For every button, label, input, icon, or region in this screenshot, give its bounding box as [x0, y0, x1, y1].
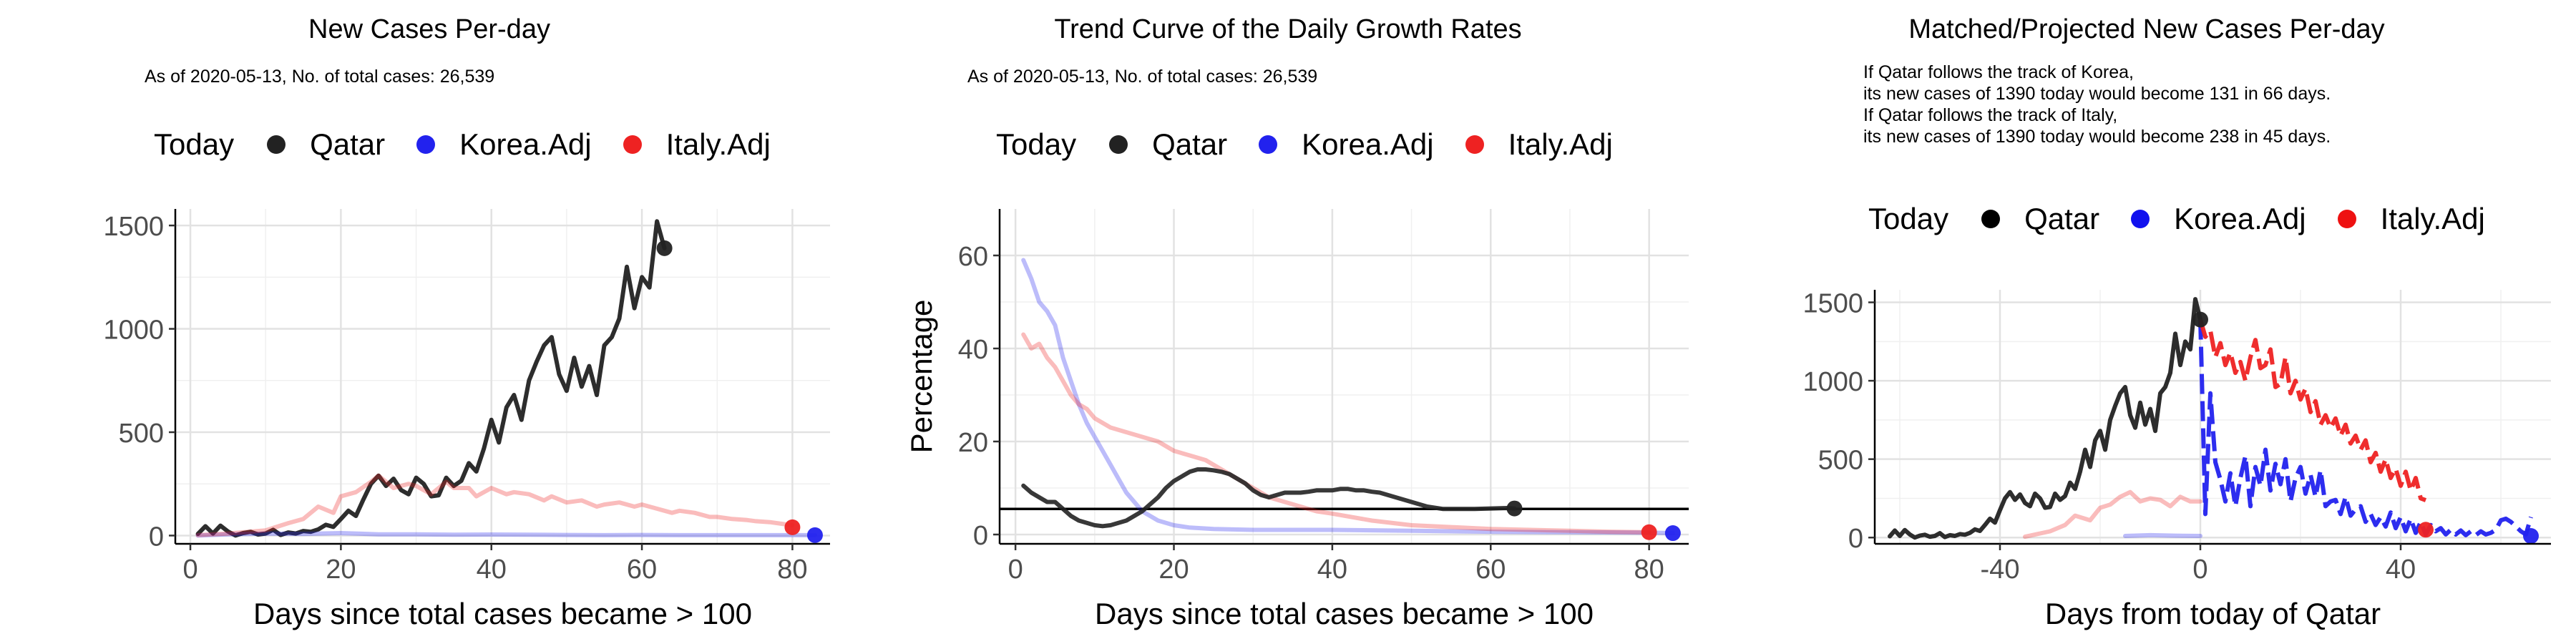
chart-legend: Today Qatar Korea.Adj Italy.Adj: [996, 127, 1644, 162]
legend-label-italy: Italy.Adj: [1508, 127, 1613, 161]
panel-subtitle: As of 2020-05-13, No. of total cases: 26…: [967, 67, 1318, 87]
y-tick-label: 1500: [1802, 289, 1863, 319]
panel-subtitle-4: its new cases of 1390 today would become…: [1863, 127, 2331, 147]
chart-legend: Today Qatar Korea.Adj Italy.Adj: [154, 127, 802, 162]
y-tick-label: 1000: [103, 316, 164, 346]
series-line-qatar: [195, 219, 667, 538]
x-axis-title: Days from today of Qatar: [2045, 597, 2381, 630]
legend-title: Today: [1868, 202, 1949, 235]
x-tick-label: 0: [1008, 555, 1023, 585]
chart-new-cases: 0 500 1000 1500 0 20 40 60 80 Days since total ca…: [103, 209, 830, 630]
series-line-qatar: [1888, 297, 2202, 540]
panel-title: Trend Curve of the Daily Growth Rates: [1054, 14, 1522, 44]
series-line-korea-adj-projected: [2198, 319, 2533, 537]
series-line-korea-adj: [1021, 258, 1675, 535]
y-axis-title: Percentage: [904, 300, 938, 454]
x-tick-label: 40: [2386, 555, 2416, 585]
legend-item-italy: Italy.Adj: [2337, 202, 2485, 236]
legend-dot-qatar: [1981, 210, 2001, 228]
legend-dot-italy: [623, 135, 642, 154]
legend-item-korea: Korea.Adj: [2131, 202, 2306, 236]
legend-item-korea: Korea.Adj: [416, 127, 592, 162]
legend-item-italy: Italy.Adj: [623, 127, 771, 162]
panel-title: New Cases Per-day: [308, 14, 550, 44]
x-tick-label: -40: [1981, 555, 2020, 585]
legend-label-qatar: Qatar: [310, 127, 386, 161]
y-tick-label: 0: [149, 522, 164, 552]
legend-label-qatar: Qatar: [2024, 202, 2100, 235]
legend-dot-qatar: [267, 135, 286, 154]
today-point-italy-adj: [2418, 522, 2434, 538]
x-tick-label: 60: [627, 555, 657, 585]
x-tick-label: 0: [182, 555, 197, 585]
legend-title: Today: [154, 127, 235, 161]
today-point-qatar: [2192, 311, 2208, 328]
panel-subtitle-3: If Qatar follows the track of Italy,: [1863, 105, 2118, 125]
today-point-korea-adj: [1664, 525, 1681, 542]
legend-label-korea: Korea.Adj: [459, 127, 592, 161]
legend-label-italy: Italy.Adj: [665, 127, 771, 161]
legend-dot-italy: [2337, 210, 2356, 228]
y-tick-label: 40: [958, 335, 988, 365]
y-tick-label: 1000: [1802, 367, 1863, 397]
x-tick-label: 20: [1158, 555, 1189, 585]
series-line-italy-adj: [1021, 332, 1652, 535]
legend-label-qatar: Qatar: [1152, 127, 1228, 161]
panel-subtitle: As of 2020-05-13, No. of total cases: 26…: [145, 67, 495, 87]
y-tick-label: 60: [958, 242, 988, 272]
x-axis-title: Days since total cases became > 100: [1095, 597, 1594, 630]
series-line-korea-adj: [2123, 532, 2202, 538]
today-point-korea-adj: [2523, 528, 2539, 545]
legend-label-korea: Korea.Adj: [2174, 202, 2306, 235]
legend-dot-korea: [1259, 135, 1278, 154]
legend-item-qatar: Qatar: [1981, 202, 2099, 236]
legend-title: Today: [996, 127, 1077, 161]
y-tick-label: 500: [119, 419, 164, 449]
x-axis-title: Days since total cases became > 100: [253, 597, 752, 630]
y-tick-label: 500: [1818, 446, 1863, 476]
legend-item-qatar: Qatar: [267, 127, 385, 162]
legend-label-korea: Korea.Adj: [1302, 127, 1434, 161]
series-line-italy-adj-projected: [2198, 318, 2427, 502]
y-tick-label: 0: [973, 521, 988, 551]
x-tick-label: 80: [1634, 555, 1664, 585]
x-tick-label: 0: [2192, 555, 2207, 585]
x-tick-label: 40: [1317, 555, 1347, 585]
series-line-qatar: [1021, 467, 1517, 529]
legend-label-italy: Italy.Adj: [2380, 202, 2485, 235]
x-tick-label: 20: [326, 555, 356, 585]
legend-item-korea: Korea.Adj: [1259, 127, 1434, 162]
x-tick-label: 60: [1475, 555, 1506, 585]
today-point-qatar: [656, 240, 673, 256]
legend-dot-qatar: [1109, 135, 1128, 154]
legend-dot-korea: [416, 135, 436, 154]
x-tick-label: 80: [777, 555, 807, 585]
series-line-korea-adj: [195, 531, 817, 538]
legend-dot-italy: [1465, 135, 1484, 154]
panel-growth-rates: Trend Curve of the Daily Growth Rates As…: [859, 0, 1717, 644]
chart-legend: Today Qatar Korea.Adj Italy.Adj: [1868, 202, 2517, 236]
legend-item-qatar: Qatar: [1109, 127, 1227, 162]
legend-item-italy: Italy.Adj: [1465, 127, 1613, 162]
panel-subtitle-1: If Qatar follows the track of Korea,: [1863, 62, 2134, 82]
today-point-italy-adj: [1641, 524, 1657, 540]
x-tick-label: 40: [477, 555, 507, 585]
today-point-italy-adj: [784, 519, 801, 535]
series-line-italy-adj: [195, 473, 795, 537]
panel-projected-cases: Matched/Projected New Cases Per-day If Q…: [1717, 0, 2576, 644]
series-line-italy-adj: [2023, 489, 2202, 540]
y-tick-label: 0: [1848, 524, 1863, 554]
y-tick-label: 20: [958, 428, 988, 458]
panel-title: Matched/Projected New Cases Per-day: [1908, 14, 2385, 44]
y-tick-label: 1500: [103, 212, 164, 242]
legend-dot-korea: [2131, 210, 2150, 228]
today-point-qatar: [1506, 500, 1523, 517]
panel-new-cases: New Cases Per-day As of 2020-05-13, No. …: [0, 0, 859, 644]
chart-growth-rates: 0 20 40 60 0 20 40 60 80 Days since total cases b…: [904, 209, 1689, 630]
today-point-korea-adj: [806, 527, 823, 543]
panel-subtitle-2: its new cases of 1390 today would become…: [1863, 84, 2331, 104]
